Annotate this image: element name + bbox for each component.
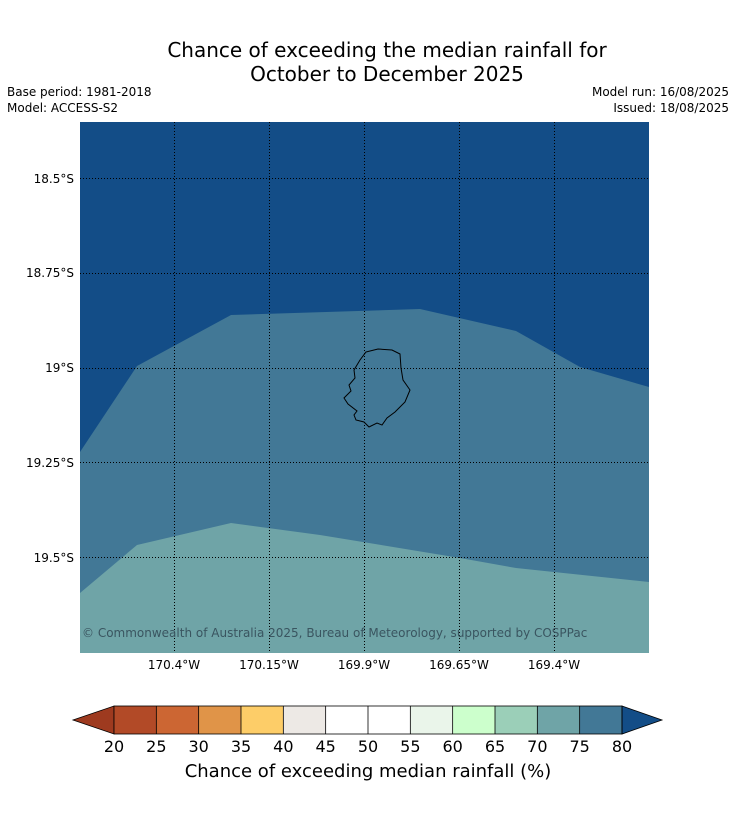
lat-label: 19.5°S [34,551,74,565]
colorbar-tick: 35 [231,737,251,756]
colorbar-tick: 20 [104,737,124,756]
colorbar-swatch [114,706,157,734]
colorbar: 20 25 30 35 40 45 50 55 60 65 70 75 80 [71,705,664,756]
colorbar-tick-labels: 20 25 30 35 40 45 50 55 60 65 70 75 80 [104,737,632,756]
colorbar-swatch [156,706,199,734]
lat-label: 18.5°S [34,172,74,186]
base-period: Base period: 1981-2018 [7,85,152,99]
colorbar-swatch [325,706,368,734]
colorbar-tick: 40 [273,737,293,756]
model-run: Model run: 16/08/2025 [591,85,729,99]
colorbar-high-extension [621,705,664,735]
colorbar-swatch [198,706,241,734]
lon-label: 169.9°W [338,658,390,672]
colorbar-tick: 60 [442,737,462,756]
lon-label: 169.65°W [429,658,489,672]
meta-left: Base period: 1981-2018 Model: ACCESS-S2 [7,84,152,116]
colorbar-title: Chance of exceeding median rainfall (%) [184,761,552,782]
colorbar-dividers [113,705,623,735]
colorbar-tick: 75 [569,737,589,756]
chart-title: Chance of exceeding the median rainfall … [0,38,736,86]
colorbar-tick: 80 [612,737,632,756]
lon-label: 169.4°W [528,658,580,672]
colorbar-swatch [410,706,453,734]
lon-label: 170.4°W [148,658,200,672]
colorbar-tick: 65 [485,737,505,756]
colorbar-swatch [241,706,284,734]
colorbar-swatch [537,706,580,734]
colorbar-low-extension [71,705,115,735]
title-line-1: Chance of exceeding the median rainfall … [167,38,607,62]
graticule [80,122,649,653]
colorbar-swatch [579,706,622,734]
issued-date: Issued: 18/08/2025 [613,101,729,115]
lon-label: 170.15°W [239,658,299,672]
latitude-labels: 18.5°S 18.75°S 19°S 19.25°S 19.5°S [26,172,74,565]
colorbar-swatch [368,706,411,734]
colorbar-tick: 45 [315,737,335,756]
copyright-text: © Commonwealth of Australia 2025, Bureau… [82,626,587,640]
longitude-labels: 170.4°W 170.15°W 169.9°W 169.65°W 169.4°… [148,658,580,672]
meta-right: Model run: 16/08/2025 Issued: 18/08/2025 [592,84,729,116]
colorbar-swatch [283,706,326,734]
model-name: Model: ACCESS-S2 [7,101,119,115]
lat-label: 18.75°S [26,266,74,280]
lat-label: 19.25°S [26,456,74,470]
colorbar-swatch [495,706,538,734]
colorbar-tick: 50 [358,737,378,756]
colorbar-tick: 70 [527,737,547,756]
colorbar-swatch [452,706,495,734]
title-line-2: October to December 2025 [250,62,524,86]
map-panel: © Commonwealth of Australia 2025, Bureau… [80,122,649,653]
colorbar-tick: 25 [146,737,166,756]
colorbar-tick: 55 [400,737,420,756]
colorbar-tick: 30 [188,737,208,756]
lat-label: 19°S [45,361,74,375]
